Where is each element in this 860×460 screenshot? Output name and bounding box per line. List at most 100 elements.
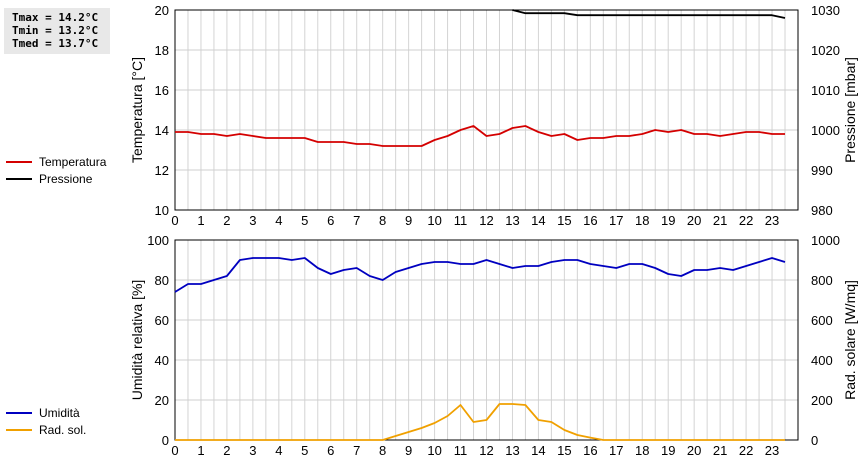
temp-pressure-xtick: 8 (379, 213, 386, 228)
humidity-radiation-xtick: 16 (583, 443, 597, 458)
temp-pressure-xtick: 15 (557, 213, 571, 228)
temp-pressure-xtick: 2 (223, 213, 230, 228)
legend-label-temperatura: Temperatura (39, 154, 107, 169)
temp-pressure-ytick-right: 990 (811, 163, 833, 178)
humidity-radiation-xtick: 18 (635, 443, 649, 458)
humidity-radiation-xtick: 10 (427, 443, 441, 458)
legend-swatch-umidita (6, 411, 32, 414)
series-line-umidit (174, 257, 786, 293)
humidity-radiation-xtick: 11 (454, 443, 468, 458)
humidity-radiation-xtick: 4 (275, 443, 282, 458)
temp-pressure-ytick-left: 12 (155, 163, 169, 178)
humidity-radiation-xtick: 23 (765, 443, 779, 458)
humidity-radiation-ytick-left: 20 (155, 393, 169, 408)
series-line-pressione (512, 9, 786, 19)
humidity-radiation-xtick: 0 (171, 443, 178, 458)
temp-pressure-xtick: 19 (661, 213, 675, 228)
humidity-radiation-ytick-right: 200 (811, 393, 833, 408)
temp-pressure-ytick-left: 18 (155, 43, 169, 58)
legend-swatch-temperatura (6, 160, 32, 163)
temp-pressure-xtick: 11 (454, 213, 468, 228)
tmed-label: Tmed = 13.7°C (12, 37, 99, 50)
temp-pressure-xtick: 17 (609, 213, 623, 228)
temp-pressure-ytick-left: 20 (155, 3, 169, 18)
temp-pressure-ytick-right: 1000 (811, 123, 840, 138)
temp-pressure-xtick: 22 (739, 213, 753, 228)
humidity-radiation-xtick: 6 (327, 443, 334, 458)
legend-swatch-radsol (6, 428, 32, 431)
legend-item-radsol: Rad. sol. (6, 421, 86, 438)
temp-pressure-xtick: 0 (171, 213, 178, 228)
humidity-radiation-xtick: 9 (405, 443, 412, 458)
legend-label-umidita: Umidità (39, 405, 80, 420)
humidity-radiation-xtick: 7 (353, 443, 360, 458)
humidity-radiation-ytick-left: 40 (155, 353, 169, 368)
legend-label-radsol: Rad. sol. (39, 422, 87, 437)
temp-pressure-frame (174, 9, 799, 211)
temp-pressure-xtick: 12 (479, 213, 493, 228)
humidity-radiation-xtick: 1 (197, 443, 204, 458)
temp-pressure-ylabel-left: Temperatura [°C] (129, 57, 145, 163)
humidity-radiation-xtick: 22 (739, 443, 753, 458)
temp-pressure-xtick: 3 (249, 213, 256, 228)
humidity-radiation-ytick-left: 0 (162, 433, 169, 448)
humidity-radiation-ylabel-left: Umidità relativa [%] (129, 280, 145, 401)
tmin-label: Tmin = 13.2°C (12, 24, 99, 37)
series-line-rad-sol (175, 403, 785, 441)
temp-pressure-xtick: 18 (635, 213, 649, 228)
legend-item-temperatura: Temperatura (6, 153, 106, 170)
legend-item-pressione: Pressione (6, 170, 106, 187)
humidity-radiation-ytick-right: 1000 (811, 233, 840, 248)
legend-swatch-pressione (6, 177, 32, 180)
temp-pressure-ytick-right: 1030 (811, 3, 840, 18)
humidity-radiation-frame (174, 239, 799, 441)
temp-pressure-xtick: 1 (197, 213, 204, 228)
humidity-radiation-xtick: 14 (531, 443, 545, 458)
temp-pressure-ytick-right: 1010 (811, 83, 840, 98)
tmax-label: Tmax = 14.2°C (12, 11, 99, 24)
temp-pressure-ytick-left: 10 (155, 203, 169, 218)
humidity-radiation-xtick: 12 (479, 443, 493, 458)
humidity-radiation-xtick: 20 (687, 443, 701, 458)
humidity-radiation-xtick: 15 (557, 443, 571, 458)
temp-pressure-ylabel-right: Pressione [mbar] (842, 57, 858, 163)
temp-pressure-ytick-left: 14 (155, 123, 169, 138)
temp-pressure-xtick: 21 (713, 213, 727, 228)
temp-pressure-xtick: 23 (765, 213, 779, 228)
stats-summary-box: Tmax = 14.2°C Tmin = 13.2°C Tmed = 13.7°… (4, 8, 110, 54)
temp-pressure-xtick: 4 (275, 213, 282, 228)
temp-pressure-xtick: 13 (505, 213, 519, 228)
humidity-radiation-ytick-left: 60 (155, 313, 169, 328)
humidity-radiation-xtick: 21 (713, 443, 727, 458)
temp-pressure-ytick-right: 1020 (811, 43, 840, 58)
series-line-temperatura (175, 125, 785, 147)
humidity-radiation-ytick-right: 0 (811, 433, 818, 448)
temp-pressure-xtick: 5 (301, 213, 308, 228)
humidity-radiation-ytick-right: 800 (811, 273, 833, 288)
humidity-radiation-xtick: 19 (661, 443, 675, 458)
temp-pressure-ytick-right: 980 (811, 203, 833, 218)
legend-bottom: Umidità Rad. sol. (6, 404, 86, 438)
temp-pressure-xtick: 10 (427, 213, 441, 228)
humidity-radiation-xtick: 8 (379, 443, 386, 458)
temp-pressure-xtick: 16 (583, 213, 597, 228)
humidity-radiation-ytick-left: 80 (155, 273, 169, 288)
temp-pressure-xtick: 6 (327, 213, 334, 228)
temp-pressure-ytick-left: 16 (155, 83, 169, 98)
temp-pressure-xtick: 7 (353, 213, 360, 228)
legend-label-pressione: Pressione (39, 171, 93, 186)
humidity-radiation-xtick: 3 (249, 443, 256, 458)
humidity-radiation-ytick-right: 600 (811, 313, 833, 328)
humidity-radiation-xtick: 5 (301, 443, 308, 458)
humidity-radiation-ytick-right: 400 (811, 353, 833, 368)
temp-pressure-xtick: 14 (531, 213, 545, 228)
legend-item-umidita: Umidità (6, 404, 86, 421)
legend-top: Temperatura Pressione (6, 153, 106, 187)
temp-pressure-xtick: 20 (687, 213, 701, 228)
humidity-radiation-xtick: 13 (505, 443, 519, 458)
humidity-radiation-ytick-left: 100 (147, 233, 169, 248)
humidity-radiation-xtick: 2 (223, 443, 230, 458)
humidity-radiation-xtick: 17 (609, 443, 623, 458)
humidity-radiation-ylabel-right: Rad. solare [W/mq] (842, 280, 858, 400)
